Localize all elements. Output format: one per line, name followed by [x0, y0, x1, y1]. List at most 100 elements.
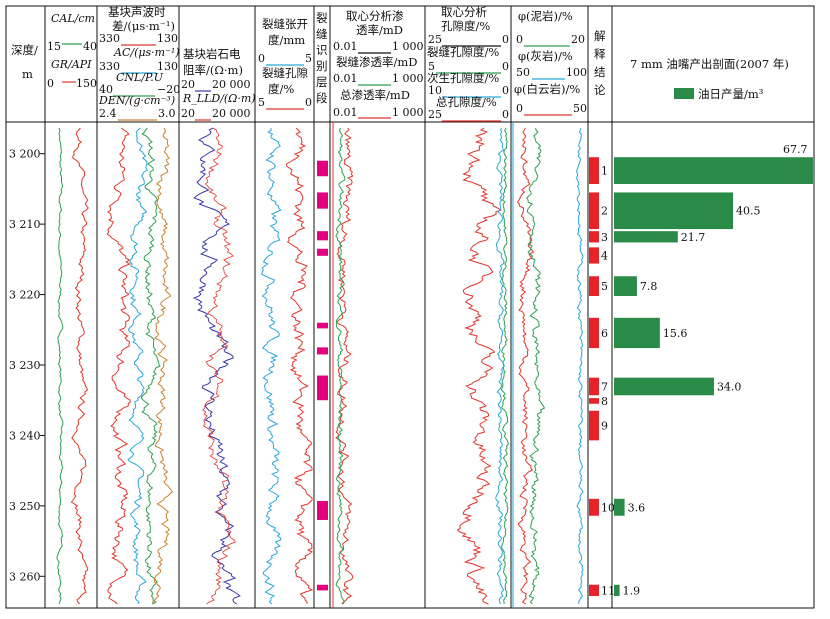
- dolo-name: φ(白云岩)/%: [514, 82, 580, 96]
- layer-3: [589, 231, 599, 243]
- fracture-interval-4: [317, 322, 328, 329]
- t9-char-2: 结: [594, 65, 606, 79]
- oil-label-2: 40.5: [736, 205, 761, 218]
- aperture-max: 5: [305, 52, 312, 65]
- layer-10: [589, 498, 599, 516]
- oil-bar-2: [614, 192, 734, 230]
- layer-label-8: 8: [601, 395, 608, 408]
- perm2-min: 0.01: [333, 72, 358, 85]
- t5-char-5: 段: [316, 91, 328, 105]
- layer-9: [589, 410, 599, 441]
- por3-name: 次生孔隙度/%: [427, 71, 499, 85]
- layer-label-11: 11: [601, 584, 615, 597]
- fracture-interval-0: [317, 160, 328, 177]
- lime-curve: [575, 127, 584, 605]
- dolo-curve: [516, 127, 535, 605]
- t9-char-1: 释: [594, 47, 606, 61]
- perm2-max: 1 000: [392, 72, 424, 85]
- perm-title-1: 取心分析渗: [346, 9, 404, 23]
- mud-min: 0: [516, 33, 523, 46]
- ac2-curve: [127, 127, 149, 605]
- por1-min: 25: [428, 33, 442, 46]
- depth-label-2: 3 220: [9, 289, 41, 302]
- layer-6: [589, 317, 599, 349]
- por2-name: 裂缝孔隙度/%: [427, 45, 499, 59]
- gr-min: 0: [47, 77, 54, 90]
- depth-label-5: 3 250: [9, 500, 41, 513]
- perm-frac-curve: [335, 127, 346, 605]
- depth-title-1: 深度/: [11, 43, 38, 57]
- layer-label-9: 9: [601, 420, 608, 433]
- cnl-min: 40: [99, 83, 113, 96]
- fracture-interval-2: [317, 231, 328, 241]
- legend-label: 油日产量/m³: [698, 87, 764, 101]
- layer-4: [589, 247, 599, 264]
- ac2-min: 330: [99, 60, 120, 73]
- oil-bar-1: [614, 157, 813, 184]
- por-sec-curve: [495, 127, 505, 605]
- ac1-min: 330: [99, 32, 120, 45]
- oil-label-10: 3.6: [628, 501, 646, 514]
- layer-label-6: 6: [601, 327, 608, 340]
- dolo-min: 0: [516, 102, 523, 115]
- layer-label-2: 2: [601, 205, 608, 218]
- lime-name: φ(灰岩)/%: [518, 49, 573, 63]
- t5-char-2: 识: [316, 43, 328, 57]
- por3-min: 10: [428, 84, 442, 97]
- layer-label-7: 7: [601, 380, 608, 393]
- por1-max: 0: [502, 33, 509, 46]
- res2-curve: [202, 127, 236, 605]
- mud-max: 20: [571, 33, 585, 46]
- oil-bar-11: [614, 584, 620, 597]
- fracture-interval-8: [317, 584, 328, 591]
- fracture-interval-1: [317, 192, 328, 209]
- oil-bar-7: [614, 377, 714, 396]
- lime-max: 100: [566, 66, 587, 79]
- oil-bar-10: [614, 498, 625, 516]
- dolo-max: 50: [573, 102, 587, 115]
- ac1-curve: [106, 127, 131, 605]
- depth-label-3: 3 230: [9, 359, 41, 372]
- perm3-min: 0.01: [333, 106, 358, 119]
- por2-min: 5: [428, 60, 435, 73]
- por3-max: 0: [502, 84, 509, 97]
- depth-label-6: 3 260: [9, 570, 41, 583]
- den-min: 2.4: [99, 107, 117, 120]
- res-title-1: 基块岩石电: [183, 47, 241, 61]
- oil-label-5: 7.8: [640, 280, 658, 293]
- log-curves: [56, 43, 584, 608]
- t9-char-3: 论: [594, 83, 606, 97]
- aperture-min: 0: [258, 52, 265, 65]
- layer-label-5: 5: [601, 280, 608, 293]
- depth-label-1: 3 210: [9, 218, 41, 231]
- por4-max: 0: [502, 108, 509, 121]
- layer-1: [589, 157, 599, 184]
- layer-5: [589, 276, 599, 296]
- depth-label-0: 3 200: [9, 148, 41, 161]
- fracpor-min: 5: [258, 96, 265, 109]
- den-curve: [151, 127, 173, 605]
- layer-7: [589, 377, 599, 396]
- fracture-interval-7: [317, 500, 328, 520]
- por-frac-curve: [500, 127, 509, 605]
- fracpor-title-2: 度/%: [268, 82, 294, 96]
- t5-char-3: 别: [316, 59, 328, 73]
- t5-char-1: 缝: [316, 27, 328, 41]
- por4-name: 总孔隙度/%: [436, 95, 497, 109]
- production-title: 7 mm 油嘴产出剖面(2007 年): [630, 57, 789, 71]
- perm2-name: 裂缝渗透率/mD: [336, 55, 418, 69]
- layer-label-4: 4: [601, 249, 608, 262]
- t5-char-0: 裂: [316, 11, 328, 25]
- por-total-curve: [456, 127, 503, 605]
- layer-11: [589, 584, 599, 597]
- cal-curve-name: CAL/cm: [51, 12, 95, 25]
- oil-label-1: 67.7: [783, 143, 808, 156]
- ac-title-2: 差/(μs·m⁻¹): [112, 19, 175, 33]
- por4-min: 25: [428, 108, 442, 121]
- oil-label-3: 21.7: [681, 231, 706, 244]
- oil-label-6: 15.6: [663, 327, 688, 340]
